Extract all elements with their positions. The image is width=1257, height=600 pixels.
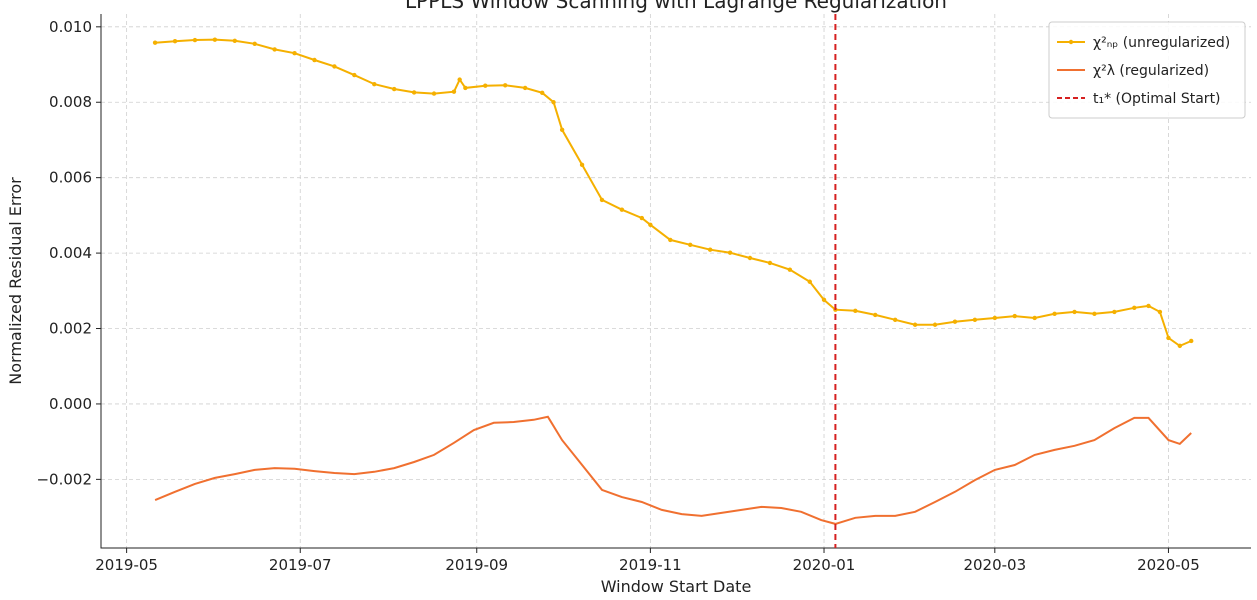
series-marker [972,317,978,323]
series-marker [1012,313,1017,319]
series-marker [747,255,753,261]
legend-label: χ²ₙₚ (unregularized) [1093,35,1230,51]
legend-box [1048,21,1246,119]
series-marker [992,315,998,321]
series-marker [152,40,158,45]
series-marker [619,207,625,212]
series-marker [1132,305,1137,310]
series-marker [1189,338,1194,344]
legend-label: t₁* (Optimal Start) [1093,91,1221,107]
series-marker [312,57,317,63]
series-marker [853,308,858,313]
series-marker [932,322,938,327]
series-marker [457,77,462,82]
series-marker [688,242,693,247]
series-marker [639,215,645,221]
series-line [155,38,1192,348]
legend-marker [1068,39,1074,45]
series-marker [463,85,468,91]
x-tick-label: 2020-05 [1137,556,1200,574]
series-marker [1092,311,1097,317]
x-tick-label: 2019-05 [95,556,158,574]
series-marker [1157,309,1163,315]
series-marker [252,41,257,46]
x-tick-label: 2020-03 [963,556,1026,574]
series-marker [873,312,878,318]
series-marker [648,222,653,228]
series-marker [483,83,488,88]
series-marker [1032,315,1037,321]
series-marker [172,38,178,44]
y-tick-label: −0.002 [36,470,92,488]
series-marker [668,237,673,243]
series-marker [1052,311,1057,317]
series-marker [292,51,297,56]
chart-title: LPPLS Window Scanning with Lagrange Regu… [405,0,947,13]
series-marker [892,317,898,323]
axes [100,14,1251,549]
series-marker [522,85,528,91]
series-marker [707,247,713,252]
y-tick-label: 0.002 [49,320,92,338]
legend: χ²ₙₚ (unregularized) χ²λ (regularized) t₁*… [1048,21,1246,119]
series-marker [372,81,377,87]
series-marker [503,83,508,88]
series-marker [1112,309,1117,315]
series-marker [1166,335,1171,341]
legend-label: χ²λ (regularized) [1093,63,1209,79]
series-marker [411,90,417,95]
y-tick-label: 0.000 [49,395,92,413]
series-marker [579,162,585,168]
y-tick-label: 0.006 [49,169,92,187]
series-marker [1177,343,1183,349]
series-marker [727,250,733,255]
series-marker [912,322,918,327]
series-marker [451,89,457,94]
series-marker [952,319,958,324]
series-marker [192,37,198,43]
series-marker [272,47,277,52]
series-marker [1072,309,1077,315]
x-tick-label: 2019-09 [445,556,508,574]
series-marker [551,100,556,105]
x-tick-label: 2020-01 [793,556,856,574]
y-tick-label: 0.010 [49,18,92,36]
series-marker [821,297,827,303]
y-axis-label: Normalized Residual Error [6,177,25,385]
series-marker [391,86,397,92]
series-line [154,415,1192,525]
series-marker [232,38,237,43]
series-marker [431,91,437,96]
x-axis-label: Window Start Date [601,577,752,596]
series-marker [807,279,812,284]
series-marker [540,90,545,96]
series-marker [1146,303,1151,309]
series-marker [212,37,218,42]
series-marker [352,72,357,78]
series-marker [559,127,565,132]
series-marker [787,267,793,272]
series-marker [332,64,337,69]
series-marker [767,260,773,266]
x-tick-label: 2019-07 [269,556,332,574]
y-tick-label: 0.008 [49,93,92,111]
y-tick-label: 0.004 [49,244,92,262]
series-marker [599,197,605,203]
x-tick-label: 2019-11 [619,556,682,574]
